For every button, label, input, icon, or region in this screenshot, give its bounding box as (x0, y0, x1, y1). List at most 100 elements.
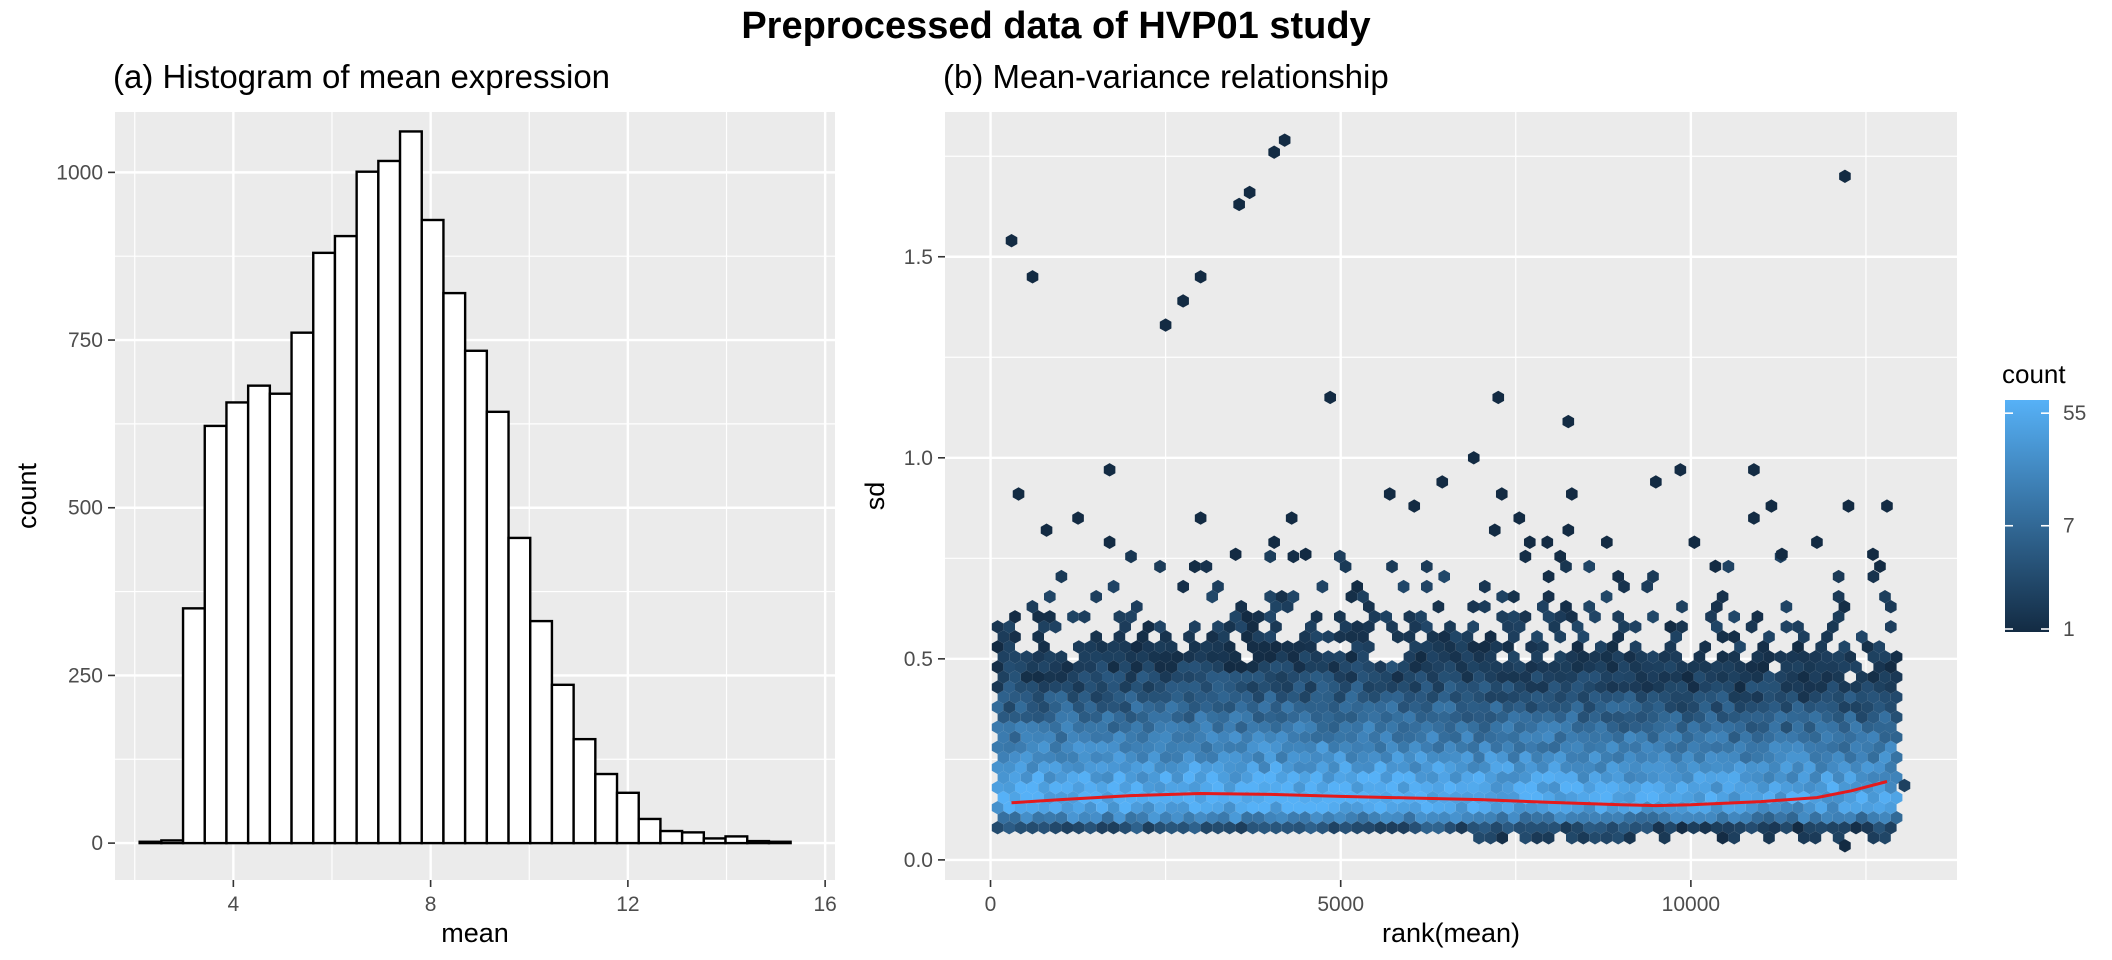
hexbin-cell (1397, 660, 1410, 674)
hexbin-cell (1165, 700, 1178, 714)
hexbin-cell (1078, 610, 1091, 624)
hexbin-cell (1113, 770, 1126, 785)
hexbin-cell (1293, 660, 1305, 674)
hexbin-cell (1635, 790, 1648, 805)
hexbin-cell (1821, 630, 1833, 644)
hexbin-cell (1890, 690, 1903, 704)
hexbin-cell (1548, 740, 1561, 755)
histogram-bar (746, 839, 771, 845)
hexbin-cell (1131, 680, 1143, 694)
hexbin-cell (1357, 730, 1369, 745)
hexbin-cell (1763, 750, 1775, 765)
hexbin-cell (1629, 760, 1642, 775)
hexbin-cell (1223, 660, 1236, 674)
histogram-bar (333, 234, 358, 845)
hexbin-cell (1154, 760, 1166, 775)
hexbin-cell (1258, 821, 1271, 835)
hexbin-cell (1606, 821, 1619, 835)
hexbin-cell (1838, 821, 1851, 835)
hexbin-cell (1554, 750, 1566, 765)
hexbin-cell (1113, 750, 1126, 765)
hexbin-cell (1049, 740, 1062, 755)
hexbin-cell (1479, 760, 1491, 775)
hexbin-cell (1716, 670, 1729, 684)
hexbin-cell (1461, 670, 1474, 684)
hexbin-cell (1096, 680, 1108, 694)
hexbin-cell (1160, 810, 1172, 825)
hexbin-cell (1629, 740, 1642, 755)
hexbin-cell (1339, 780, 1352, 795)
hexbin-cell (1879, 690, 1891, 704)
hexbin-cell (1293, 780, 1305, 795)
x-tick-label: 12 (616, 893, 639, 916)
hexbin-cell (1699, 760, 1711, 775)
hexbin-cell (1363, 700, 1375, 714)
hexbin-cell (1102, 770, 1114, 785)
legend-tick-label: 7 (2063, 515, 2075, 538)
hexbin-cell (1264, 770, 1276, 785)
hexbin-cell (1687, 821, 1700, 835)
hexbin-cell (1780, 660, 1793, 674)
hexbin-cell (1554, 670, 1566, 684)
histogram-bar (203, 424, 228, 845)
hexbin-cell (1374, 720, 1387, 734)
hexbin-cell (1003, 640, 1015, 654)
hexbin-cell (1647, 650, 1659, 664)
hexbin-cell (1589, 730, 1601, 745)
hexbin-cell (1751, 690, 1764, 704)
hexbin-cell (1270, 600, 1282, 614)
hexbin-cell (1177, 680, 1189, 694)
hexbin-outlier-cell (1177, 294, 1189, 308)
hexbin-cell (1421, 640, 1433, 654)
hexbin-cell (1548, 821, 1561, 835)
hexbin-cell (1508, 690, 1520, 704)
hexbin-cell (1745, 700, 1758, 714)
hexbin-cell (1809, 810, 1822, 825)
hexbin-cell (1873, 821, 1885, 835)
hexbin-cell (1815, 640, 1827, 654)
hexbin-outlier-cell (1495, 487, 1508, 501)
hexbin-cell (1554, 770, 1566, 785)
hexbin-cell (1421, 620, 1433, 634)
hexbin-cell (1809, 710, 1822, 724)
x-tick-label: 8 (425, 893, 437, 916)
hexbin-cell (1751, 650, 1764, 664)
hexbin-cell (1380, 690, 1392, 704)
hexbin-cell (1218, 690, 1230, 704)
hexbin-cell (1815, 780, 1827, 795)
hexbin-cell (1183, 710, 1195, 724)
hexbin-cell (1363, 800, 1375, 815)
hexbin-cell (1444, 760, 1456, 775)
hexbin-cell (1496, 589, 1508, 604)
hexbin-cell (997, 650, 1010, 664)
hexbin-cell (1467, 620, 1479, 634)
hexbin-cell (1461, 770, 1474, 785)
hexbin-cell (1084, 740, 1097, 755)
hexbin-cell (1009, 710, 1021, 724)
hexbin-cell (1038, 760, 1050, 775)
hexbin-cell (1803, 740, 1816, 755)
hexbin-cell (1038, 780, 1050, 795)
hexbin-cell (1554, 630, 1566, 644)
hexbin-cell (1200, 720, 1213, 734)
hexbin-cell (1351, 579, 1363, 594)
hexbin-cell (1287, 589, 1300, 604)
hexbin-cell (1780, 720, 1793, 734)
hexbin-cell (1461, 630, 1474, 644)
hexbin-cell (1026, 780, 1039, 795)
hexbin-cell (1258, 680, 1271, 694)
hexbin-cell (1838, 640, 1851, 654)
hexbin-cell (1873, 760, 1885, 775)
hexbin-cell (1444, 720, 1456, 734)
hexbin-cell (1444, 680, 1456, 694)
hexbin-cell (1148, 810, 1160, 825)
hexbin-cell (1577, 831, 1590, 845)
hexbin-cell (1235, 720, 1247, 734)
hexbin-outlier-cell (1881, 499, 1893, 513)
hexbin-cells (991, 133, 1911, 853)
hexbin-cell (1612, 790, 1624, 805)
hexbin-cell (1803, 821, 1816, 835)
hexbin-cell (1676, 720, 1688, 734)
hexbin-cell (1409, 620, 1421, 634)
